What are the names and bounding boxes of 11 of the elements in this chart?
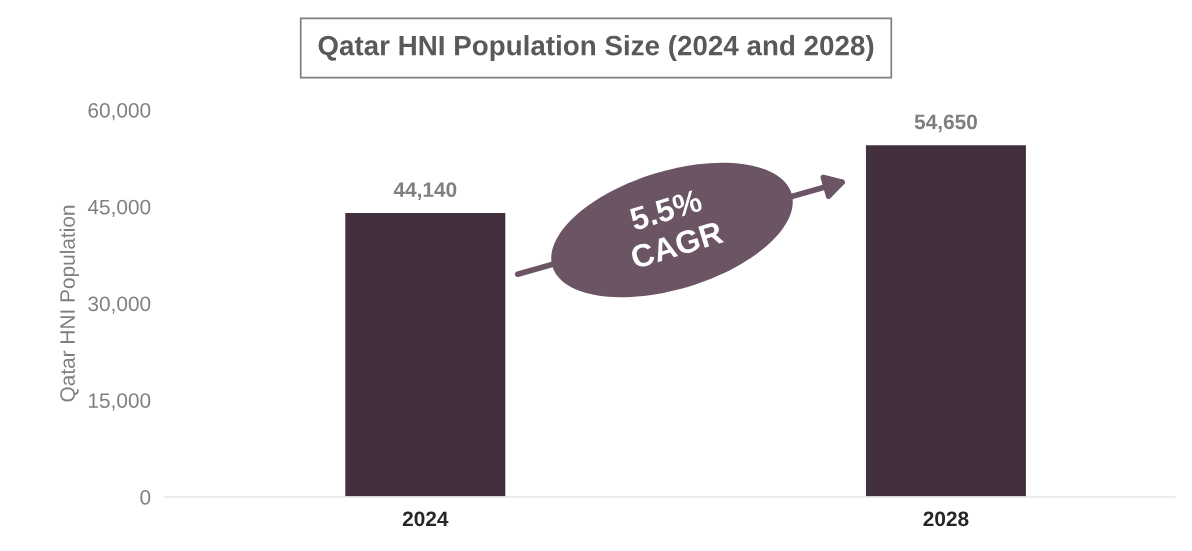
- chart-title: Qatar HNI Population Size (2024 and 2028): [318, 35, 874, 61]
- y-tick-label: 30,000: [88, 296, 151, 314]
- y-tick-label: 60,000: [88, 103, 151, 121]
- y-tick-label: 45,000: [87, 199, 151, 217]
- x-tick-label: 2024: [402, 511, 449, 527]
- data-label: 54,650: [914, 114, 977, 133]
- y-axis-title: Qatar HNI Population: [59, 205, 80, 402]
- x-tick-label: 2028: [923, 511, 969, 527]
- data-label: 44,140: [393, 182, 457, 201]
- y-tick-label: 15,000: [88, 393, 151, 411]
- y-tick-label: 0: [140, 490, 151, 505]
